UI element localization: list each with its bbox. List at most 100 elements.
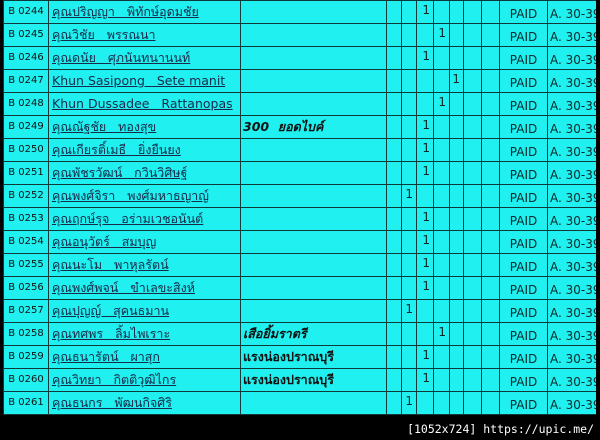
count-cell-7[interactable] (482, 277, 500, 299)
count-cell-1[interactable] (387, 323, 402, 345)
count-cell-7[interactable] (482, 208, 500, 230)
count-cell-6[interactable] (464, 277, 482, 299)
age-group-cell[interactable]: A. 30-39 (548, 185, 596, 207)
age-group-cell[interactable]: A. 30-39 (548, 1, 596, 23)
name-cell[interactable]: คุณปุญญ์ สุคนธมาน (49, 300, 241, 322)
count-cell-6[interactable] (464, 231, 482, 253)
count-cell-3[interactable]: 1 (417, 254, 434, 276)
bib-code-cell[interactable]: B 0260 (4, 369, 49, 391)
count-cell-5[interactable] (450, 1, 464, 23)
bib-code-cell[interactable]: B 0259 (4, 346, 49, 368)
name-cell[interactable]: คุณปริญญา พิทักษ์อุดมชัย (49, 1, 241, 23)
age-group-cell[interactable]: A. 30-39 (548, 208, 596, 230)
age-group-cell[interactable]: A. 30-39 (548, 47, 596, 69)
count-cell-1[interactable] (387, 231, 402, 253)
count-cell-5[interactable] (450, 208, 464, 230)
bib-code-cell[interactable]: B 0249 (4, 116, 49, 138)
count-cell-4[interactable] (434, 231, 450, 253)
count-cell-6[interactable] (464, 162, 482, 184)
count-cell-6[interactable] (464, 392, 482, 414)
count-cell-1[interactable] (387, 208, 402, 230)
bib-code-cell[interactable]: B 0255 (4, 254, 49, 276)
count-cell-1[interactable] (387, 392, 402, 414)
count-cell-5[interactable] (450, 162, 464, 184)
count-cell-3[interactable] (417, 24, 434, 46)
status-cell[interactable]: PAID (500, 369, 548, 391)
team-note-cell[interactable]: เสือยิ้มราตรี (241, 323, 387, 345)
count-cell-3[interactable]: 1 (417, 162, 434, 184)
team-note-cell[interactable] (241, 70, 387, 92)
count-cell-5[interactable]: 1 (450, 70, 464, 92)
bib-code-cell[interactable]: B 0244 (4, 1, 49, 23)
bib-code-cell[interactable]: B 0258 (4, 323, 49, 345)
count-cell-3[interactable] (417, 300, 434, 322)
bib-code-cell[interactable]: B 0254 (4, 231, 49, 253)
name-cell[interactable]: คุณดนัย ศุภนันทนานนท์ (49, 47, 241, 69)
age-group-cell[interactable]: A. 30-39 (548, 346, 596, 368)
count-cell-1[interactable] (387, 185, 402, 207)
team-note-cell[interactable]: แรงน่องปราณบุรี (241, 346, 387, 368)
bib-code-cell[interactable]: B 0247 (4, 70, 49, 92)
count-cell-7[interactable] (482, 24, 500, 46)
age-group-cell[interactable]: A. 30-39 (548, 70, 596, 92)
bib-code-cell[interactable]: B 0256 (4, 277, 49, 299)
count-cell-2[interactable] (402, 208, 417, 230)
team-note-cell[interactable] (241, 139, 387, 161)
name-cell[interactable]: Khun Sasipong Sete manit (49, 70, 241, 92)
name-cell[interactable]: คุณพงศ์จิรา พงศ์มหาธญาญ์ (49, 185, 241, 207)
count-cell-5[interactable] (450, 24, 464, 46)
team-note-cell[interactable] (241, 208, 387, 230)
count-cell-7[interactable] (482, 369, 500, 391)
name-cell[interactable]: Khun Dussadee Rattanopas (49, 93, 241, 115)
team-note-cell[interactable] (241, 47, 387, 69)
count-cell-1[interactable] (387, 139, 402, 161)
count-cell-2[interactable] (402, 323, 417, 345)
count-cell-7[interactable] (482, 47, 500, 69)
count-cell-6[interactable] (464, 185, 482, 207)
status-cell[interactable]: PAID (500, 1, 548, 23)
count-cell-5[interactable] (450, 392, 464, 414)
count-cell-5[interactable] (450, 231, 464, 253)
count-cell-7[interactable] (482, 392, 500, 414)
status-cell[interactable]: PAID (500, 392, 548, 414)
team-note-cell[interactable] (241, 231, 387, 253)
count-cell-6[interactable] (464, 323, 482, 345)
count-cell-3[interactable]: 1 (417, 277, 434, 299)
count-cell-5[interactable] (450, 47, 464, 69)
status-cell[interactable]: PAID (500, 116, 548, 138)
count-cell-3[interactable]: 1 (417, 346, 434, 368)
count-cell-3[interactable]: 1 (417, 208, 434, 230)
team-note-cell[interactable] (241, 24, 387, 46)
count-cell-3[interactable]: 1 (417, 231, 434, 253)
count-cell-6[interactable] (464, 254, 482, 276)
count-cell-4[interactable] (434, 277, 450, 299)
name-cell[interactable]: คุณเกียรติ์เมธี ยิ่งยืนยง (49, 139, 241, 161)
count-cell-6[interactable] (464, 208, 482, 230)
age-group-cell[interactable]: A. 30-39 (548, 162, 596, 184)
name-cell[interactable]: คุณธนารัตน์ ผาสุก (49, 346, 241, 368)
count-cell-5[interactable] (450, 185, 464, 207)
age-group-cell[interactable]: A. 30-39 (548, 254, 596, 276)
count-cell-4[interactable] (434, 346, 450, 368)
status-cell[interactable]: PAID (500, 24, 548, 46)
team-note-cell[interactable]: แรงน่องปราณบุรี (241, 369, 387, 391)
count-cell-7[interactable] (482, 300, 500, 322)
count-cell-1[interactable] (387, 70, 402, 92)
bib-code-cell[interactable]: B 0250 (4, 139, 49, 161)
count-cell-3[interactable] (417, 323, 434, 345)
count-cell-4[interactable] (434, 116, 450, 138)
count-cell-7[interactable] (482, 254, 500, 276)
count-cell-1[interactable] (387, 47, 402, 69)
count-cell-5[interactable] (450, 254, 464, 276)
age-group-cell[interactable]: A. 30-39 (548, 93, 596, 115)
status-cell[interactable]: PAID (500, 93, 548, 115)
status-cell[interactable]: PAID (500, 70, 548, 92)
age-group-cell[interactable]: A. 30-39 (548, 116, 596, 138)
count-cell-3[interactable] (417, 70, 434, 92)
count-cell-1[interactable] (387, 277, 402, 299)
count-cell-2[interactable]: 1 (402, 300, 417, 322)
count-cell-1[interactable] (387, 1, 402, 23)
status-cell[interactable]: PAID (500, 323, 548, 345)
count-cell-5[interactable] (450, 277, 464, 299)
count-cell-4[interactable] (434, 1, 450, 23)
